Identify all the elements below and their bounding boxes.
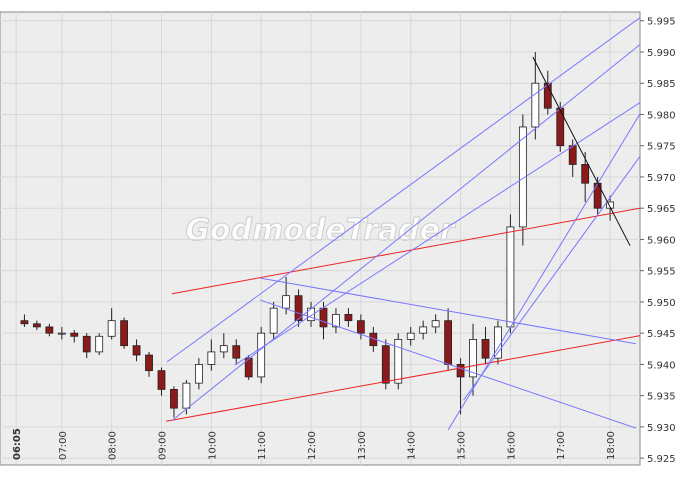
y-tick-label: 5.985 [647, 79, 676, 90]
x-tick-label: 13:00 [357, 431, 368, 460]
candle-body [120, 320, 129, 347]
candle-body [182, 382, 191, 409]
x-tick-label: 17:00 [556, 431, 567, 460]
y-tick-label: 5.960 [647, 235, 676, 246]
y-tick-label: 5.965 [647, 204, 676, 215]
y-tick-label: 5.930 [647, 423, 676, 434]
trend-line [260, 277, 637, 345]
y-tick-label: 5.980 [647, 110, 676, 121]
candle-body [518, 126, 527, 228]
candle-body [444, 320, 452, 365]
trend-line [165, 335, 641, 422]
watermark: GodmodeTrader [185, 213, 456, 248]
candle-body [207, 351, 216, 365]
candle-body [456, 364, 465, 378]
candle-body [70, 332, 79, 337]
candle-body [32, 323, 41, 328]
x-tick-label: 16:00 [506, 431, 517, 460]
candle-body [170, 388, 178, 409]
x-tick-label: 15:00 [457, 431, 468, 460]
candle-body [145, 354, 153, 372]
trend-line [532, 56, 631, 246]
candle-body [269, 307, 278, 334]
x-tick-label: 11:00 [257, 431, 268, 460]
candle-body [332, 314, 340, 328]
candle-body [107, 320, 116, 337]
candle-body [556, 107, 565, 147]
trend-line [171, 44, 641, 422]
candle-body [606, 201, 614, 209]
y-tick-label: 5.970 [647, 173, 676, 184]
candle-body [356, 320, 365, 334]
candle-body [431, 320, 440, 328]
candle-body [282, 295, 291, 309]
candle-body [506, 226, 515, 328]
candle-body [244, 357, 253, 378]
y-tick-label: 5.925 [647, 454, 676, 465]
y-tick-label: 5.955 [647, 267, 676, 278]
candle-body [406, 332, 415, 340]
candle-body [344, 314, 353, 322]
y-tick-label: 5.945 [647, 329, 676, 340]
candle-body [294, 295, 303, 322]
x-tick-label: 10:00 [207, 431, 218, 460]
candle-body [381, 345, 390, 384]
candle-body [219, 345, 228, 353]
x-tick-label: 06:05 [12, 428, 23, 460]
y-tick-label: 5.950 [647, 298, 676, 309]
candle-body [257, 332, 266, 378]
y-tick-label: 5.990 [647, 48, 676, 59]
x-tick-label: 09:00 [157, 431, 168, 460]
candle-body [568, 145, 577, 165]
candle-body [132, 345, 141, 356]
candle-body [82, 335, 91, 353]
candle-body [469, 339, 477, 378]
candle-body [57, 332, 66, 335]
y-tick-label: 5.940 [647, 360, 676, 371]
candle-body [419, 326, 428, 334]
trend-line [171, 207, 641, 295]
y-tick-label: 5.935 [647, 392, 676, 403]
candle-body [45, 326, 54, 334]
candle-body [581, 164, 590, 184]
x-tick-label: 08:00 [108, 431, 119, 460]
trend-line [166, 17, 641, 363]
x-tick-label: 07:00 [58, 431, 69, 460]
candle-body [494, 326, 502, 359]
x-tick-label: 14:00 [407, 431, 418, 460]
candle-body [319, 307, 328, 328]
candle-body [531, 82, 540, 128]
trend-line [463, 156, 641, 401]
candle-body [95, 335, 104, 353]
candle-body [194, 364, 203, 384]
y-tick-label: 5.995 [647, 17, 676, 28]
x-tick-label: 18:00 [606, 431, 617, 460]
candle-body [394, 339, 403, 384]
candle-body [232, 345, 241, 359]
candle-body [20, 320, 29, 325]
x-tick-label: 12:00 [307, 431, 318, 460]
y-tick-label: 5.975 [647, 142, 676, 153]
candle-body [481, 339, 490, 359]
candle-body [543, 82, 552, 109]
candle-body [307, 307, 315, 322]
trend-line [234, 102, 641, 366]
trend-line [260, 299, 637, 429]
candle-body [157, 370, 166, 390]
